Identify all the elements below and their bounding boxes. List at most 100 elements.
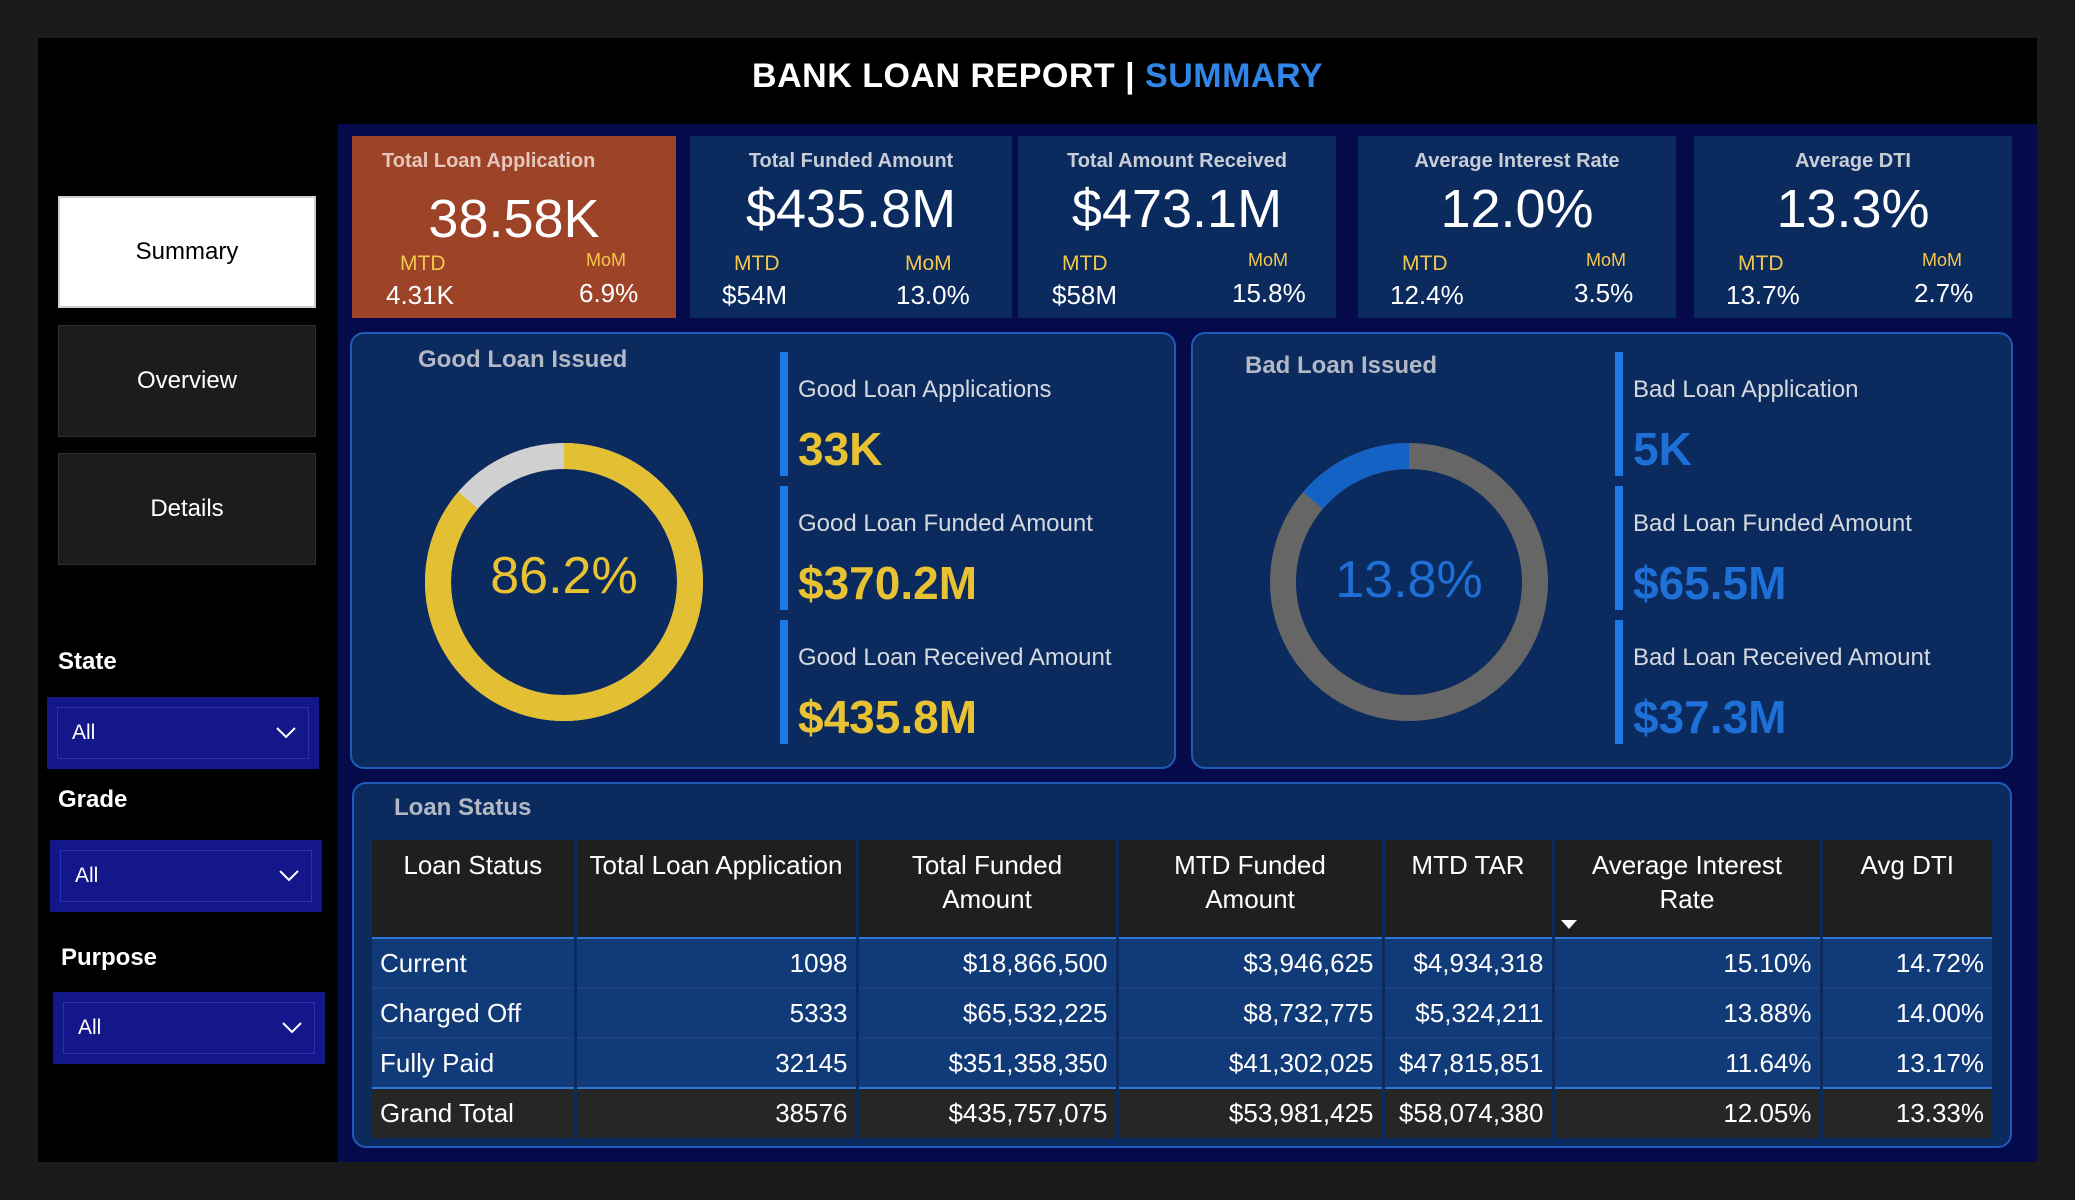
column-header-label: Average Interest Rate xyxy=(1591,850,1783,914)
table-row[interactable]: Fully Paid 32145 $351,358,350 $41,302,02… xyxy=(372,1037,1992,1088)
kpi-mom-label: MoM xyxy=(1586,250,1626,270)
table-cell: 15.10% xyxy=(1553,937,1823,988)
table-cell: Fully Paid xyxy=(372,1037,577,1088)
column-header[interactable]: MTD Funded Amount xyxy=(1117,840,1385,939)
table-cell: $351,358,350 xyxy=(857,1037,1119,1088)
kpi-mtd-label: MTD xyxy=(400,252,446,275)
kpi-mom-label: MoM xyxy=(905,252,952,275)
kpi-title: Average Interest Rate xyxy=(1414,150,1620,172)
column-header[interactable]: Total Funded Amount xyxy=(857,840,1119,939)
metric-accent-bar xyxy=(1615,486,1623,610)
kpi-card-total-amount-received[interactable]: Total Amount Received $473.1M MTD MoM $5… xyxy=(1018,136,1336,318)
metric-accent-bar xyxy=(780,352,788,476)
kpi-mtd-label: MTD xyxy=(734,252,780,275)
nav-overview-label: Overview xyxy=(136,367,238,394)
state-filter-dropdown[interactable]: All xyxy=(47,697,319,769)
chevron-down-icon xyxy=(276,727,296,739)
metric-accent-bar xyxy=(780,620,788,744)
page-title-accent: SUMMARY xyxy=(1145,57,1323,95)
good-loan-funded-label: Good Loan Funded Amount xyxy=(798,510,1093,537)
table-cell: $41,302,025 xyxy=(1117,1037,1385,1088)
table-cell: $435,757,075 xyxy=(857,1087,1119,1138)
table-cell: 13.33% xyxy=(1821,1087,1992,1138)
bad-loan-funded-label: Bad Loan Funded Amount xyxy=(1633,510,1912,537)
bad-loan-panel: Bad Loan Issued 13.8% Bad Loan Applicati… xyxy=(1191,332,2013,769)
loan-status-table: Loan Status Total Loan Application Total… xyxy=(372,840,1992,1138)
table-cell: $18,866,500 xyxy=(857,937,1119,988)
grade-filter-value: All xyxy=(75,864,99,887)
table-cell: 13.17% xyxy=(1821,1037,1992,1088)
kpi-card-total-funded-amount[interactable]: Total Funded Amount $435.8M MTD MoM $54M… xyxy=(690,136,1012,318)
table-cell: $4,934,318 xyxy=(1383,937,1555,988)
nav-summary-button[interactable]: Summary xyxy=(58,196,316,308)
kpi-mtd-value: $58M xyxy=(1052,280,1118,310)
table-cell: 12.05% xyxy=(1553,1087,1823,1138)
kpi-value: $473.1M xyxy=(1071,179,1283,239)
good-loan-funded-value: $370.2M xyxy=(798,557,978,609)
sort-descending-icon xyxy=(1560,920,1577,929)
good-loan-received-value: $435.8M xyxy=(798,691,978,743)
page-title: BANK LOAN REPORT | SUMMARY xyxy=(38,38,2037,114)
table-cell: $47,815,851 xyxy=(1383,1037,1555,1088)
good-loan-applications-label: Good Loan Applications xyxy=(798,376,1052,403)
chevron-down-icon xyxy=(279,870,299,882)
bad-loan-percent: 13.8% xyxy=(1335,551,1483,609)
kpi-value: 13.3% xyxy=(1776,179,1930,239)
kpi-title: Total Amount Received xyxy=(1066,150,1288,172)
good-loan-donut[interactable] xyxy=(414,432,714,732)
kpi-card-total-loan-application[interactable]: Total Loan Application 38.58K MTD MoM 4.… xyxy=(352,136,676,318)
state-filter-value: All xyxy=(72,721,96,744)
bad-loan-applications-value: 5K xyxy=(1633,423,1692,475)
column-header[interactable]: MTD TAR xyxy=(1383,840,1555,939)
good-loan-received-label: Good Loan Received Amount xyxy=(798,644,1112,671)
table-cell: 1098 xyxy=(575,937,859,988)
kpi-value: 38.58K xyxy=(428,189,600,249)
kpi-title: Total Loan Application xyxy=(382,150,596,172)
nav-overview-button[interactable]: Overview xyxy=(58,325,316,437)
table-cell: $53,981,425 xyxy=(1117,1087,1385,1138)
kpi-mom-label: MoM xyxy=(1922,250,1962,270)
table-row[interactable]: Current 1098 $18,866,500 $3,946,625 $4,9… xyxy=(372,937,1992,988)
bad-loan-applications-label: Bad Loan Application xyxy=(1633,376,1859,403)
good-loan-panel: Good Loan Issued 86.2% Good Loan Applica… xyxy=(350,332,1176,769)
bad-loan-funded-value: $65.5M xyxy=(1633,557,1787,609)
kpi-card-average-dti[interactable]: Average DTI 13.3% MTD MoM 13.7% 2.7% xyxy=(1694,136,2012,318)
nav-details-label: Details xyxy=(150,495,224,522)
column-header[interactable]: Loan Status xyxy=(372,840,577,939)
kpi-card-average-interest-rate[interactable]: Average Interest Rate 12.0% MTD MoM 12.4… xyxy=(1358,136,1676,318)
table-header-row: Loan Status Total Loan Application Total… xyxy=(372,840,1992,939)
report-canvas: BANK LOAN REPORT | SUMMARY Summary Overv… xyxy=(38,38,2037,1162)
bad-loan-title: Bad Loan Issued xyxy=(1245,352,1438,379)
column-header[interactable]: Total Loan Application xyxy=(575,840,859,939)
purpose-filter-dropdown[interactable]: All xyxy=(53,992,325,1064)
bad-loan-donut-arc xyxy=(1270,443,1548,721)
table-cell: Charged Off xyxy=(372,987,577,1038)
kpi-mtd-value: 13.7% xyxy=(1726,280,1800,310)
table-cell: $65,532,225 xyxy=(857,987,1119,1038)
column-header[interactable]: Avg DTI xyxy=(1821,840,1992,939)
table-total-row[interactable]: Grand Total 38576 $435,757,075 $53,981,4… xyxy=(372,1087,1992,1138)
grade-filter-label: Grade xyxy=(58,786,128,813)
bad-loan-donut[interactable] xyxy=(1259,432,1559,732)
good-loan-title: Good Loan Issued xyxy=(418,346,628,373)
table-cell: 32145 xyxy=(575,1037,859,1088)
table-row[interactable]: Charged Off 5333 $65,532,225 $8,732,775 … xyxy=(372,987,1992,1038)
purpose-filter-value: All xyxy=(78,1016,102,1039)
column-header-sorted[interactable]: Average Interest Rate xyxy=(1553,840,1823,939)
metric-accent-bar xyxy=(1615,620,1623,744)
table-cell: $5,324,211 xyxy=(1383,987,1555,1038)
kpi-title: Total Funded Amount xyxy=(748,150,954,172)
good-loan-applications-value: 33K xyxy=(798,423,883,475)
table-cell: Current xyxy=(372,937,577,988)
table-cell: 11.64% xyxy=(1553,1037,1823,1088)
table-cell: $58,074,380 xyxy=(1383,1087,1555,1138)
kpi-value: $435.8M xyxy=(745,179,957,239)
kpi-mtd-label: MTD xyxy=(1402,252,1448,275)
grade-filter-dropdown[interactable]: All xyxy=(50,840,322,912)
kpi-mom-value: 6.9% xyxy=(579,278,639,308)
chevron-down-icon xyxy=(282,1022,302,1034)
table-cell: 38576 xyxy=(575,1087,859,1138)
nav-details-button[interactable]: Details xyxy=(58,453,316,565)
table-cell: 14.00% xyxy=(1821,987,1992,1038)
kpi-mom-value: 13.0% xyxy=(896,280,970,310)
